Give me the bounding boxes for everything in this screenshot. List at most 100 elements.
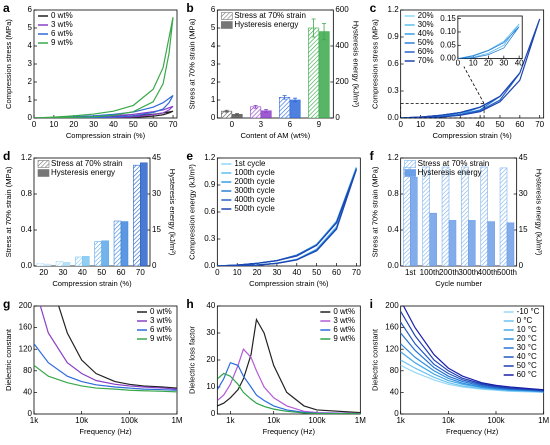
x-tick-label: 1M (171, 416, 182, 425)
line (34, 343, 177, 391)
y-tick-label: 0.0 (388, 261, 400, 270)
panel: d 0.0 0.4 0.8 1.2 0 15 30 45 20 30 40 50 60 70 Compress… (3, 149, 177, 288)
x-tick-label: 100th (420, 268, 440, 277)
panel: g 0 40 80 120 160 200 1k 10k 100k 1M Frequency (Hz)… (3, 297, 183, 436)
y2-axis-label: Hysteresis energy (kJ/m³) (535, 169, 544, 256)
legend-label: 0 wt% (51, 11, 73, 20)
legend-swatch (37, 160, 50, 168)
x-tick-label: 1k (226, 416, 235, 425)
legend-label: 6 wt% (150, 325, 172, 334)
legend-swatch (221, 21, 233, 29)
line (217, 317, 361, 414)
y-axis-label: Compression stress (MPa) (371, 19, 380, 109)
x-tick-label: 1k (396, 416, 405, 425)
legend-label: 9 wt% (333, 334, 355, 343)
panel: f 0.0 0.4 0.8 1.2 0 15 30 45 1st 100th 200th 300th 40… (370, 149, 544, 288)
line (400, 311, 544, 391)
x-tick-label: 30 (272, 268, 281, 277)
x-tick-label: 500th (497, 268, 517, 277)
line (217, 372, 361, 414)
bar (140, 162, 148, 266)
y-tick-label: 5 (28, 23, 33, 32)
plot-area (34, 306, 177, 393)
y-tick-label: 3 (211, 59, 216, 68)
legend-label: 60% (418, 47, 434, 56)
bar (308, 27, 320, 118)
bar (36, 262, 44, 266)
legend-label: 400th cycle (234, 195, 275, 204)
legend-label: 6 wt% (333, 325, 355, 334)
legend-swatch (37, 169, 50, 177)
x-tick-label: 100k (308, 416, 326, 425)
x-tick-label: 1k (30, 416, 39, 425)
x-tick-label: 70 (352, 268, 361, 277)
bar (279, 97, 291, 118)
bar (441, 166, 450, 266)
bar (120, 221, 129, 266)
y-tick-label: 200 (385, 301, 399, 310)
x-tick-label: 9 (317, 120, 322, 129)
legend-label: Stress at 70% strain (234, 11, 306, 20)
panel-label: e (186, 149, 193, 163)
x-tick-label: 0 (456, 59, 461, 68)
y-tick-label: 30 (206, 328, 215, 337)
x-tick-label: 300th (458, 268, 478, 277)
panel-label: i (370, 297, 373, 311)
line (400, 18, 541, 118)
x-tick-label: 50 (97, 268, 106, 277)
x-tick-label: 10 (416, 120, 425, 129)
legend-label: -10 °C (517, 307, 540, 316)
y-tick-label: 200 (19, 301, 33, 310)
x-tick-label: 6 (288, 120, 293, 129)
error-bar (311, 18, 316, 38)
bar (62, 262, 71, 266)
x-axis-label: Compression strain (%) (66, 131, 146, 140)
line (457, 26, 520, 59)
x-tick-label: 60 (117, 268, 126, 277)
x-tick-label: 10k (267, 416, 281, 425)
y2-tick-label: 200 (335, 77, 349, 86)
legend-label: 100th cycle (234, 168, 275, 177)
x-tick-label: 10 (49, 120, 58, 129)
legend-swatch (404, 169, 416, 177)
bar (82, 256, 90, 266)
plot-area (217, 166, 357, 266)
x-tick-label: 30 (499, 59, 508, 68)
bar (468, 220, 476, 266)
bar (403, 166, 411, 266)
y-tick-label: 1 (211, 95, 216, 104)
legend-label: 0 °C (517, 316, 533, 325)
zoom-arrow (463, 66, 485, 104)
plot-area (457, 23, 520, 59)
y2-tick-label: 0 (152, 261, 157, 270)
x-tick-label: 60 (149, 120, 158, 129)
y2-tick-label: 0 (335, 113, 340, 122)
x-tick-label: 100k (121, 416, 139, 425)
y-tick-label: 120 (385, 344, 399, 353)
legend-label: 50% (418, 38, 434, 47)
plot-frame (400, 157, 518, 267)
legend-label: 1st cycle (234, 159, 266, 168)
plot-area (217, 317, 361, 414)
inset: 0.00 0.05 0.10 0.15 0 10 20 30 40 (440, 14, 524, 68)
y-tick-label: 0.6 (204, 207, 216, 216)
error-bar (322, 23, 327, 41)
panel-label: d (3, 149, 10, 163)
x-tick-label: 20 (39, 268, 48, 277)
legend-label: Stress at 70% strain (418, 159, 490, 168)
x-tick-label: 70 (169, 120, 178, 129)
x-axis-label: Compression strain (%) (52, 279, 132, 288)
x-tick-label: 0 (32, 120, 37, 129)
legend-label: 9 wt% (150, 334, 172, 343)
bar (101, 240, 109, 266)
x-tick-label: 50 (312, 268, 321, 277)
legend-label: 70% (418, 56, 434, 65)
bar (429, 212, 437, 266)
y-tick-label: 5 (211, 23, 216, 32)
x-tick-label: 10k (75, 416, 89, 425)
panel-label: a (3, 1, 10, 15)
y-tick-label: 3 (28, 59, 33, 68)
y-axis-label: Dielectric loss factor (187, 326, 196, 394)
y-tick-label: 1.2 (388, 153, 400, 162)
